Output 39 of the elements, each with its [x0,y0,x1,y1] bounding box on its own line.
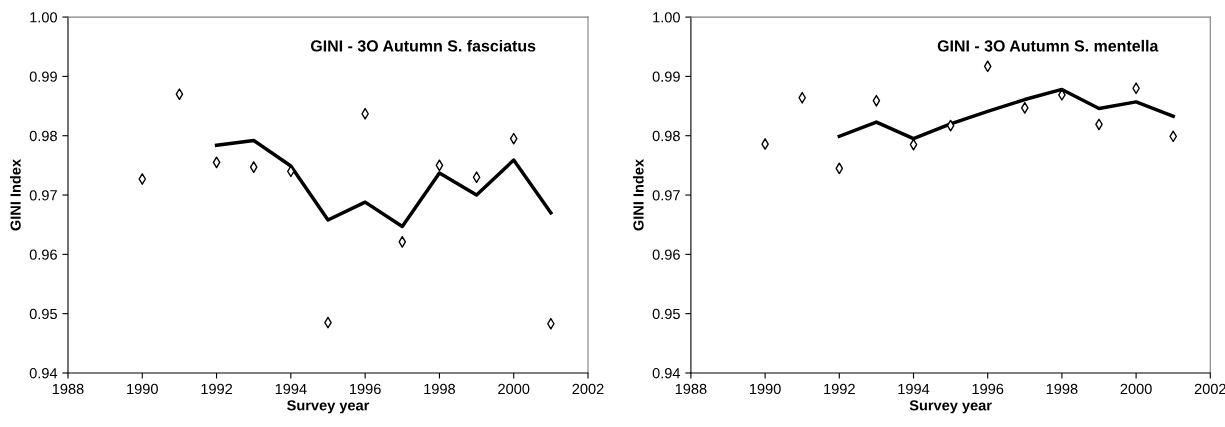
x-tick-label: 1992 [824,383,855,395]
point [398,236,407,248]
x-tick-label: 1990 [749,383,781,395]
x-axis-title: Survey year [287,400,370,414]
x-tick-label: 1992 [201,383,233,395]
x-tick-label: 1996 [350,383,381,395]
y-tick-label: 0.96 [29,249,57,260]
y-tick-label: 0.95 [29,308,57,320]
line-series [214,138,553,229]
point [138,173,147,185]
text: GINI - 3O Autumn S. mentella [937,39,1159,52]
y-tick-label: 0.98 [29,130,57,142]
y-tick-label: 0.94 [652,368,681,379]
y-tick-label: 0.96 [652,249,680,260]
y-tick-label: 1.00 [30,12,57,23]
y-axis-title: GINI Index [632,159,644,231]
x-tick-label: 1998 [424,383,456,395]
x-tick-label: 2002 [1194,383,1225,395]
y-tick-label: 0.99 [652,71,680,82]
y-axis-title: GINI Index [10,159,21,231]
x-tick-label: 1996 [972,383,1004,395]
x-axis-title: Survey year [909,400,992,414]
y-tick-label: 1.00 [653,12,680,23]
x-tick-label: 1990 [127,383,158,395]
x-tick-label: 2002 [572,383,604,395]
y-tick-label: 0.98 [652,130,680,142]
y-tick-label: 0.95 [652,308,680,320]
x-tick-label: 1988 [52,383,84,395]
y-tick-label: 0.97 [29,190,57,201]
x-tick-label: 1994 [275,383,307,395]
x-tick-label: 2000 [498,383,530,395]
y-tick-label: 0.94 [29,368,58,379]
x-tick-label: 2000 [1120,383,1152,395]
y-tick-label: 0.97 [652,190,680,201]
x-tick-label: 1998 [1046,383,1078,395]
x-tick-label: 1994 [898,383,930,395]
text: GINI - 3O Autumn S. fasciatus [310,39,536,52]
x-tick-label: 1988 [675,383,707,395]
y-tick-label: 0.99 [29,71,57,82]
